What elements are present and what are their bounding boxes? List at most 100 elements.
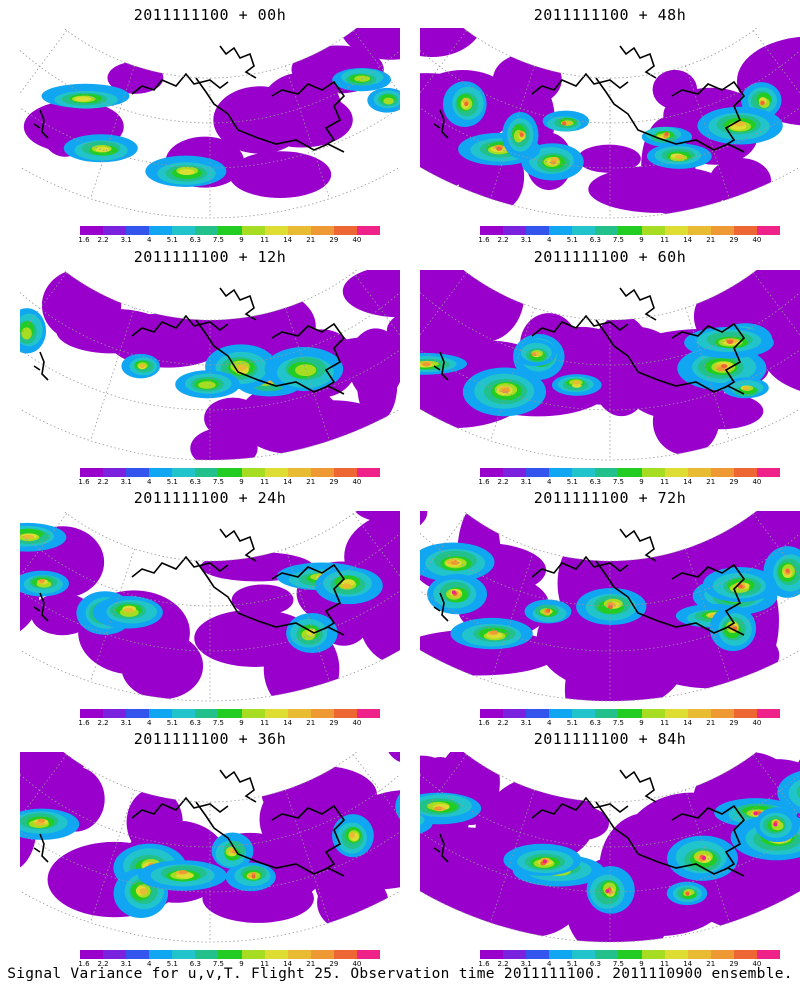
meridian-line — [285, 307, 330, 441]
colorbar-labels: 1.6 2.2 3.1 4 5.1 6.3 7.5 9 11 14 21 29 40 — [478, 477, 780, 487]
coastline-segment — [433, 109, 449, 139]
colorbar-label: 1.6 — [78, 478, 90, 486]
colorbar-swatch — [480, 709, 504, 718]
colorbar-swatch — [549, 468, 573, 477]
colorbar-swatch — [756, 950, 781, 959]
colorbar-swatch — [103, 468, 127, 477]
colorbar-swatch — [195, 468, 219, 477]
colorbar-label: 4 — [146, 236, 152, 244]
colorbar-swatch — [480, 226, 504, 235]
colorbar-swatch — [264, 709, 288, 718]
colorbar-label: 40 — [752, 960, 762, 968]
colorbar-swatch — [526, 709, 550, 718]
colorbar-swatch — [172, 226, 196, 235]
colorbar-swatch — [480, 950, 504, 959]
coastline-segment — [619, 287, 657, 321]
colorbar-label: 40 — [352, 719, 362, 727]
colorbar-label: 29 — [329, 719, 339, 727]
variance-blob — [607, 604, 613, 609]
coastline — [433, 45, 746, 153]
field-layer — [420, 28, 800, 219]
colorbar-swatch — [356, 950, 381, 959]
coastline-segment — [619, 769, 657, 803]
colorbar-label: 14 — [683, 478, 693, 486]
colorbar-swatch — [241, 950, 265, 959]
coastline-segment — [131, 796, 229, 819]
colorbar-swatch — [618, 709, 642, 718]
colorbar-strip — [480, 950, 781, 959]
coastline-segment — [671, 80, 746, 147]
colorbar-swatch — [333, 468, 357, 477]
variance-blob — [420, 270, 506, 360]
map-24h — [20, 511, 400, 702]
colorbar-label: 1.6 — [78, 960, 90, 968]
variance-blob — [198, 381, 216, 389]
colorbar-swatch — [572, 709, 596, 718]
coastline-segment — [433, 351, 449, 381]
colorbar-label: 40 — [752, 719, 762, 727]
colorbar-label: 3.1 — [520, 478, 532, 486]
meridian-line — [490, 548, 535, 682]
colorbar-swatch — [172, 468, 196, 477]
colorbar-swatch — [549, 709, 573, 718]
colorbar-swatch — [333, 226, 357, 235]
variance-blob — [341, 583, 352, 589]
colorbar-swatch — [687, 468, 711, 477]
coastline-segment — [433, 833, 449, 863]
colorbar-label: 29 — [729, 478, 739, 486]
variance-blob — [339, 28, 400, 60]
colorbar-label: 14 — [683, 719, 693, 727]
panel-title: 2011111100 + 72h — [533, 489, 687, 507]
colorbar: 1.6 2.2 3.1 4 5.1 6.3 7.5 9 11 14 21 29 40 — [78, 709, 381, 731]
variance-blob — [139, 887, 148, 895]
colorbar-swatch — [572, 468, 596, 477]
colorbar-swatch — [664, 226, 688, 235]
variance-blob — [685, 891, 690, 896]
variance-blob — [586, 326, 672, 370]
coastline-segment — [671, 322, 746, 389]
colorbar-label: 9 — [639, 478, 644, 486]
colorbar-label: 11 — [660, 960, 670, 968]
colorbar: 1.6 2.2 3.1 4 5.1 6.3 7.5 9 11 14 21 29 40 — [78, 468, 381, 490]
colorbar-label: 7.5 — [212, 478, 225, 486]
colorbar-label: 14 — [683, 960, 693, 968]
colorbar-swatch — [595, 226, 619, 235]
colorbar-label: 2.2 — [97, 719, 109, 727]
colorbar-swatch — [687, 709, 711, 718]
colorbar-label: 6.3 — [589, 236, 601, 244]
colorbar-label: 3.1 — [520, 719, 532, 727]
colorbar-label: 3.1 — [520, 960, 532, 968]
coastline-segment — [531, 555, 629, 578]
graticule — [420, 754, 800, 942]
colorbar-label: 3.1 — [120, 719, 132, 727]
colorbar-swatch — [756, 709, 781, 718]
coastline-segment — [671, 804, 746, 871]
variance-blob — [30, 593, 94, 636]
colorbar-swatch — [310, 468, 334, 477]
colorbar-swatch — [241, 468, 265, 477]
colorbar-swatch — [526, 950, 550, 959]
variance-blob — [577, 144, 641, 173]
colorbar-swatch — [218, 709, 242, 718]
colorbar-swatch — [733, 468, 757, 477]
colorbar-label: 11 — [660, 478, 670, 486]
coastline-segment — [531, 796, 629, 819]
colorbar-label: 7.5 — [612, 960, 625, 968]
colorbar-swatch — [218, 950, 242, 959]
colorbar-swatch — [503, 709, 527, 718]
colorbar-labels: 1.6 2.2 3.1 4 5.1 6.3 7.5 9 11 14 21 29 40 — [478, 235, 780, 245]
latitude-line — [20, 831, 400, 893]
colorbar-label: 29 — [329, 478, 339, 486]
panel-12h: 2011111100 + 12h 1.6 2.2 3.1 4 5.1 6.3 7.5 9 11 1… — [20, 246, 400, 486]
variance-blob — [21, 327, 32, 340]
colorbar-label: 1.6 — [78, 719, 90, 727]
variance-blob — [383, 97, 394, 105]
variance-blob — [702, 856, 707, 861]
meridian-line — [285, 65, 330, 199]
colorbar-label: 14 — [283, 719, 293, 727]
colorbar-swatch — [287, 226, 311, 235]
colorbar-swatch — [710, 950, 734, 959]
variance-blob — [753, 811, 758, 816]
variance-blob — [519, 132, 524, 137]
colorbar-label: 7.5 — [212, 719, 225, 727]
